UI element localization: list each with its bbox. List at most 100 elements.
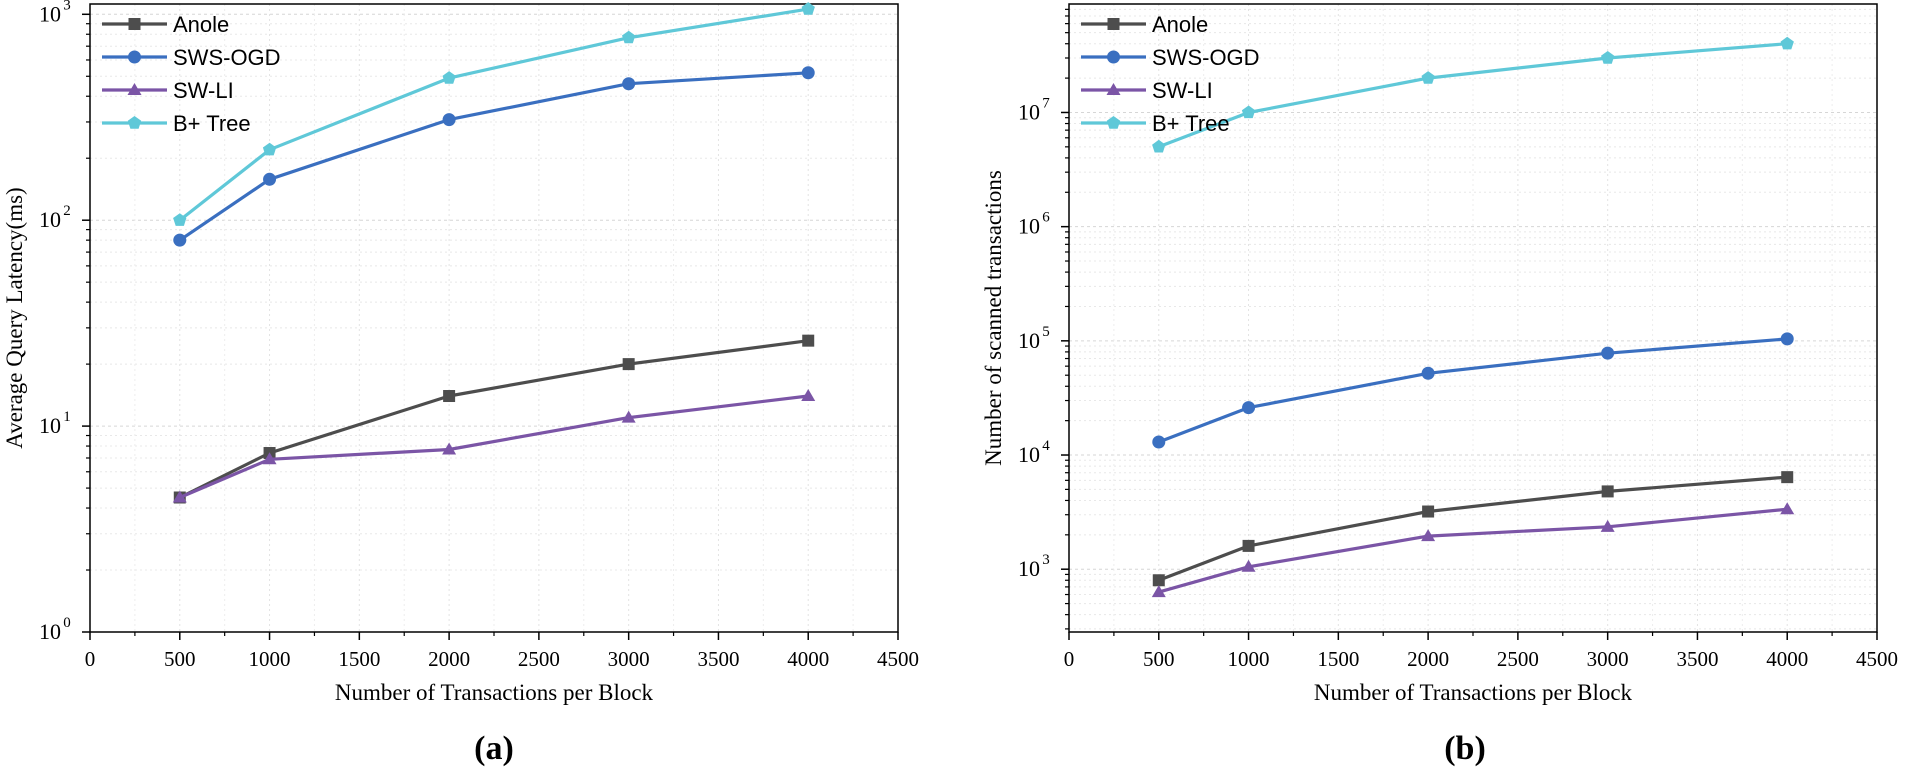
y-tick-label: 10	[39, 413, 61, 438]
data-point-triangle	[1600, 519, 1615, 532]
data-point-pentagon	[622, 30, 636, 44]
legend-label: SW-LI	[173, 78, 234, 103]
data-point-circle	[801, 66, 815, 80]
y-tick-exponent: 1	[63, 409, 71, 425]
y-tick-exponent: 0	[63, 615, 71, 631]
x-axis-b: 0 500 1000 1500 2000 2500 3000 3500 4000 4500 Numb…	[1064, 632, 1898, 705]
data-point-circle	[263, 172, 277, 186]
data-point-triangle	[262, 452, 277, 465]
x-tick-label: 4000	[787, 647, 829, 671]
data-point-circle	[1780, 332, 1794, 346]
x-axis-a: 0 500 1000 1500 2000 2500 3000 3500 4000 4500 Numb…	[85, 632, 919, 705]
y-tick-exponent: 6	[1042, 210, 1050, 226]
series-sw-li	[1151, 502, 1795, 598]
data-point-pentagon	[1601, 51, 1615, 64]
y-tick-label: 10	[39, 1, 61, 26]
data-point-triangle	[1151, 585, 1166, 598]
legend-b: Anole SWS-OGD SW-LI B+ Tree	[1081, 12, 1260, 136]
legend-label: Anole	[173, 12, 229, 37]
series-sws-ogd	[173, 66, 815, 247]
data-point-square	[443, 390, 456, 403]
data-point-circle	[442, 113, 456, 127]
data-point-circle	[622, 77, 636, 91]
grid-lines-b	[1069, 4, 1877, 632]
panel-a: 0 500 1000 1500 2000 2500 3000 3500 4000 4500 Numb…	[2, 0, 919, 705]
x-tick-label: 2000	[1407, 647, 1449, 671]
x-tick-label: 2000	[428, 647, 470, 671]
y-tick-label: 10	[1018, 442, 1040, 467]
series-line	[179, 394, 809, 499]
data-point-pentagon	[1152, 139, 1166, 153]
data-point-pentagon	[801, 2, 815, 15]
data-point-triangle	[1241, 559, 1256, 572]
legend-label: Anole	[1152, 12, 1208, 37]
y-tick-label: 10	[39, 207, 61, 232]
legend-marker-pentagon	[1106, 116, 1121, 129]
y-tick-exponent: 3	[63, 0, 71, 13]
legend-label: B+ Tree	[173, 111, 251, 136]
data-point-triangle	[172, 490, 187, 503]
legend-a: Anole SWS-OGD SW-LI B+ Tree	[102, 12, 281, 136]
x-tick-label: 3500	[1676, 647, 1718, 671]
y-tick-exponent: 5	[1042, 324, 1050, 340]
x-tick-label: 3500	[697, 647, 739, 671]
x-tick-label: 4500	[1856, 647, 1898, 671]
panel-b: 0 500 1000 1500 2000 2500 3000 3500 4000 4500 Numb…	[981, 3, 1898, 705]
data-point-pentagon	[1780, 36, 1794, 50]
legend-marker-square	[1107, 18, 1120, 30]
x-tick-label: 500	[1143, 647, 1175, 671]
y-tick-exponent: 2	[63, 203, 71, 219]
legend-marker-circle	[1107, 50, 1120, 64]
legend-label: SW-LI	[1152, 78, 1213, 103]
x-tick-label: 2500	[518, 647, 560, 671]
data-point-circle	[1242, 401, 1256, 415]
data-point-pentagon	[442, 71, 456, 84]
data-point-square	[1242, 539, 1255, 552]
data-point-square	[1781, 471, 1794, 484]
data-point-pentagon	[173, 213, 187, 226]
legend-label: B+ Tree	[1152, 111, 1230, 136]
series-b-tree	[1152, 36, 1794, 153]
data-point-square	[802, 334, 815, 347]
legend-label: SWS-OGD	[1152, 45, 1260, 70]
y-tick-exponent: 3	[1042, 552, 1050, 568]
series-anole	[1152, 471, 1794, 587]
data-point-pentagon	[1241, 105, 1256, 119]
y-tick-label: 10	[39, 619, 61, 644]
x-tick-label: 1000	[249, 647, 291, 671]
data-point-circle	[1152, 435, 1166, 449]
x-axis-label: Number of Transactions per Block	[335, 680, 654, 705]
y-tick-label: 10	[1018, 328, 1040, 353]
y-tick-exponent: 7	[1042, 95, 1050, 111]
y-tick-label: 10	[1018, 214, 1040, 239]
series-anole	[173, 334, 815, 504]
x-axis-label: Number of Transactions per Block	[1314, 680, 1633, 705]
series-sws-ogd	[1152, 332, 1794, 449]
panel-label-b: (b)	[1444, 730, 1486, 767]
data-point-triangle	[1421, 529, 1436, 542]
x-tick-label: 1500	[338, 647, 380, 671]
x-tick-label: 1000	[1228, 647, 1270, 671]
legend-marker-triangle	[1106, 83, 1121, 95]
data-point-pentagon	[262, 142, 277, 156]
x-tick-label: 500	[164, 647, 196, 671]
data-point-square	[622, 358, 635, 371]
data-point-triangle	[801, 389, 816, 402]
x-tick-label: 4000	[1766, 647, 1808, 671]
x-tick-label: 0	[85, 647, 96, 671]
x-tick-label: 2500	[1497, 647, 1539, 671]
y-tick-label: 10	[1018, 99, 1040, 124]
legend-marker-triangle	[127, 83, 142, 95]
y-axis-label: Number of scanned transactions	[981, 170, 1006, 466]
data-point-pentagon	[1421, 71, 1435, 84]
x-tick-label: 4500	[877, 647, 919, 671]
y-tick-exponent: 4	[1042, 438, 1050, 454]
x-tick-label: 3000	[1587, 647, 1629, 671]
panel-label-a: (a)	[474, 730, 514, 767]
data-point-square	[1601, 485, 1614, 498]
legend-marker-circle	[128, 50, 141, 64]
series-b-tree	[173, 2, 815, 226]
